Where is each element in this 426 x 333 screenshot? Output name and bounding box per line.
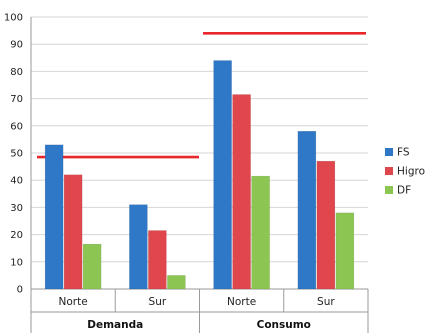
bar-higro-3 xyxy=(316,160,336,290)
group-label-demanda: Demanda xyxy=(87,319,143,331)
bar-higro-2 xyxy=(232,94,251,290)
bar-higro-0 xyxy=(63,174,83,290)
bar-df-2 xyxy=(251,175,270,290)
bar-fs-1 xyxy=(129,204,148,290)
bar-higro-1 xyxy=(148,230,167,290)
legend: FS Higro DF xyxy=(385,147,425,197)
legend-swatch-fs xyxy=(385,148,393,156)
x-category-label: Sur xyxy=(149,296,167,308)
x-category-label: Sur xyxy=(317,296,335,308)
x-category-label: Norte xyxy=(227,296,256,308)
x-category-label: Norte xyxy=(59,296,88,308)
y-tick-label: 80 xyxy=(10,67,23,78)
y-tick-label: 90 xyxy=(10,40,23,51)
bar-df-3 xyxy=(335,212,355,290)
bar-df-0 xyxy=(82,243,102,290)
y-tick-label: 40 xyxy=(10,176,23,187)
axis-labels: 0 10 20 30 40 50 60 70 80 90 100 Norte Sur Norte Sur De… xyxy=(4,13,335,332)
group-label-consumo: Consumo xyxy=(257,319,311,331)
bar-fs-3 xyxy=(297,130,317,290)
legend-swatch-higro xyxy=(385,167,393,175)
y-tick-label: 100 xyxy=(4,13,23,24)
reference-lines xyxy=(37,32,366,159)
y-tick-label: 60 xyxy=(10,121,23,132)
bar-fs-2 xyxy=(213,60,232,290)
y-tick-label: 70 xyxy=(10,94,23,105)
legend-label-higro: Higro xyxy=(397,166,425,178)
y-tick-label: 50 xyxy=(10,149,23,160)
y-tick-label: 30 xyxy=(10,203,23,214)
bars xyxy=(44,60,355,290)
bar-df-1 xyxy=(167,275,186,290)
gridlines xyxy=(31,16,368,263)
bar-fs-0 xyxy=(44,144,64,290)
y-tick-label: 20 xyxy=(10,230,23,241)
legend-swatch-df xyxy=(385,186,393,194)
y-tick-label: 10 xyxy=(10,257,23,268)
legend-label-fs: FS xyxy=(397,147,410,159)
y-tick-label: 0 xyxy=(17,285,23,296)
legend-label-df: DF xyxy=(397,185,411,197)
